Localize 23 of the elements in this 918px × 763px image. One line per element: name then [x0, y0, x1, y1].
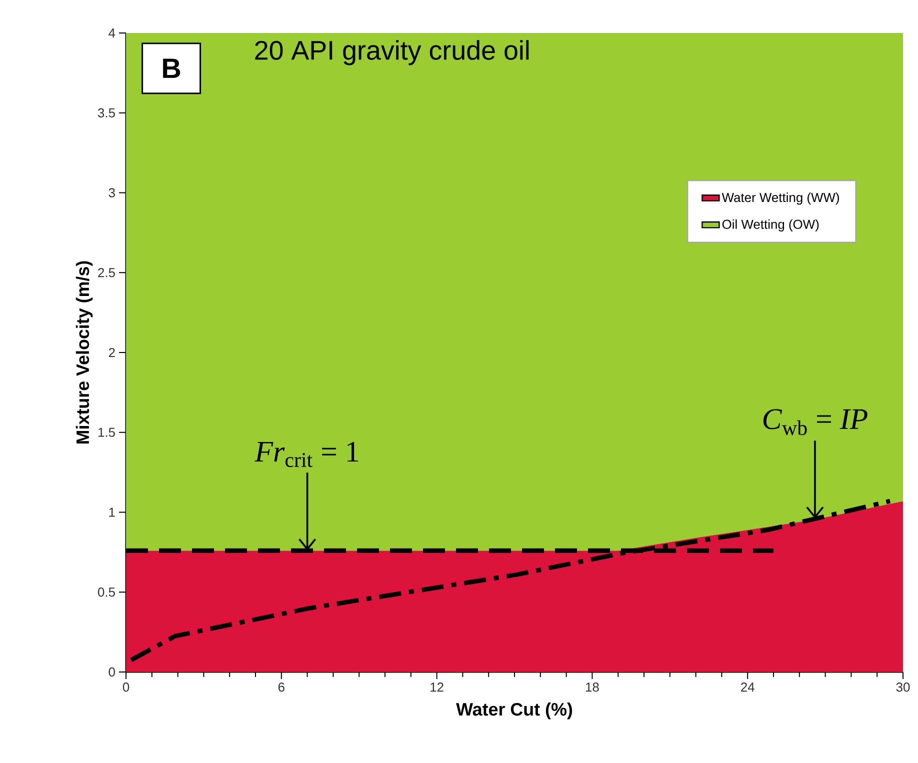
y-tick-label: 1 — [109, 508, 115, 517]
x-tick-label: 12 — [430, 682, 444, 692]
x-tick-label: 18 — [586, 682, 599, 692]
y-tick-label: 1.5 — [98, 428, 115, 437]
x-tick-label: 6 — [278, 682, 284, 692]
y-tick-label: 3 — [108, 188, 115, 198]
legend-label: Water Wetting (WW) — [722, 192, 839, 205]
x-tick-label: 24 — [741, 682, 754, 692]
y-tick-label: 2 — [108, 348, 115, 358]
y-tick-label: 0 — [108, 667, 115, 677]
y-axis-title: Mixture Velocity (m/s) — [76, 261, 93, 444]
y-tick-label: 0.5 — [98, 588, 115, 597]
annotation: C$_{wb}$ = IP — [763, 409, 868, 436]
x-tick-label: 30 — [896, 682, 910, 692]
x-axis-title: Water Cut (%) — [456, 702, 572, 720]
x-tick-label: 0 — [122, 682, 130, 692]
annotation: B — [163, 58, 180, 78]
y-tick-label: 4 — [108, 28, 116, 38]
y-tick-label: 2.5 — [98, 268, 115, 278]
chart-title: 20 API gravity crude oil — [255, 40, 529, 66]
y-tick-label: 3.5 — [98, 108, 115, 118]
annotation: Fr$_{crit}$ = 1 — [254, 442, 358, 468]
series-label: Oil Wetting (OW) — [722, 219, 819, 232]
